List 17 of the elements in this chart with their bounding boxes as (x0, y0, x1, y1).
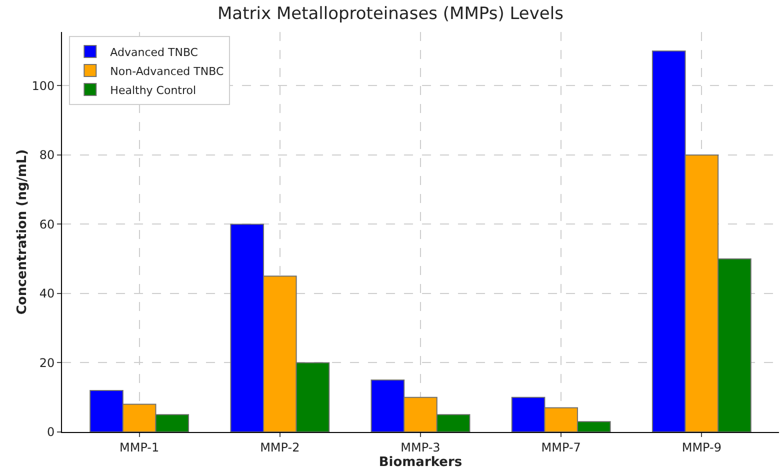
legend-label: Non-Advanced TNBC (110, 64, 224, 78)
y-tick-label: 20 (39, 356, 55, 370)
y-tick-label: 100 (32, 78, 55, 93)
legend-label: Advanced TNBC (110, 46, 198, 59)
x-tick-label: MMP-9 (682, 440, 722, 454)
x-tick-label: MMP-3 (400, 440, 440, 454)
y-tick-label: 40 (39, 286, 55, 301)
x-tick-label: MMP-1 (119, 440, 160, 454)
x-tick-label: MMP-2 (260, 440, 300, 454)
y-tick-label: 80 (39, 148, 55, 162)
legend-label: Healthy Control (110, 84, 196, 97)
y-axis-title: Concentration (ng/mL) (15, 149, 30, 315)
y-tick-label: 60 (39, 217, 55, 232)
y-tick-label: 0 (46, 425, 55, 440)
chart-title: Matrix Metalloproteinases (MMPs) Levels (218, 4, 564, 24)
x-axis-title: Biomarkers (378, 455, 462, 470)
x-tick-label: MMP-7 (541, 440, 581, 454)
